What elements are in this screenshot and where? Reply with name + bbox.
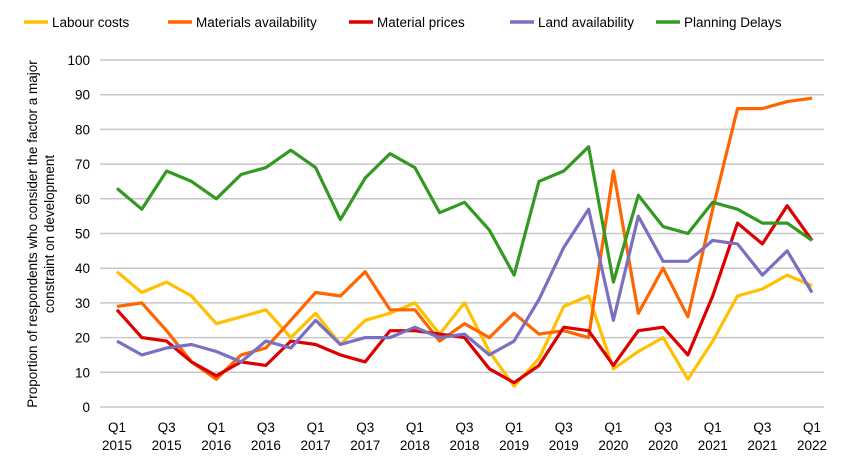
x-tick-label-quarter: Q3 xyxy=(257,420,275,435)
x-tick-label-year: 2021 xyxy=(698,438,728,453)
y-tick-label: 70 xyxy=(75,157,90,172)
y-tick-label: 90 xyxy=(75,88,90,103)
x-tick-label-year: 2016 xyxy=(201,438,231,453)
legend-label: Material prices xyxy=(377,15,465,30)
x-tick-label-quarter: Q3 xyxy=(158,420,176,435)
x-tick-label-year: 2015 xyxy=(102,438,132,453)
y-axis-label-line1: Proportion of respondents who consider t… xyxy=(25,60,40,408)
x-tick-label-year: 2019 xyxy=(549,438,579,453)
x-tick-label-year: 2016 xyxy=(251,438,281,453)
x-tick-label-year: 2019 xyxy=(499,438,529,453)
legend-label: Planning Delays xyxy=(684,15,782,30)
x-tick-label-year: 2015 xyxy=(152,438,182,453)
x-tick-label-year: 2018 xyxy=(449,438,479,453)
x-tick-label-quarter: Q3 xyxy=(654,420,672,435)
legend-label: Materials availability xyxy=(196,15,317,30)
y-tick-label: 0 xyxy=(82,400,90,415)
x-tick-label-year: 2020 xyxy=(648,438,678,453)
x-tick-label-quarter: Q3 xyxy=(753,420,771,435)
x-tick-label-year: 2021 xyxy=(747,438,777,453)
x-tick-label-quarter: Q3 xyxy=(555,420,573,435)
x-tick-label-year: 2022 xyxy=(797,438,827,453)
y-tick-label: 20 xyxy=(75,331,90,346)
y-tick-label: 100 xyxy=(67,53,90,68)
y-tick-label: 80 xyxy=(75,122,90,137)
legend-label: Land availability xyxy=(538,15,634,30)
x-tick-label-quarter: Q1 xyxy=(207,420,225,435)
y-axis-label-line2: constraint on development xyxy=(42,155,57,314)
x-tick-label-quarter: Q3 xyxy=(455,420,473,435)
x-tick-label-quarter: Q1 xyxy=(108,420,126,435)
x-tick-label-quarter: Q1 xyxy=(307,420,325,435)
x-tick-label-year: 2017 xyxy=(350,438,380,453)
x-tick-label-year: 2018 xyxy=(400,438,430,453)
x-tick-label-quarter: Q3 xyxy=(356,420,374,435)
x-tick-label-quarter: Q1 xyxy=(803,420,821,435)
x-tick-label-quarter: Q1 xyxy=(406,420,424,435)
series-line-materials-availability xyxy=(116,96,813,381)
series-line-land-availability xyxy=(116,207,814,364)
y-tick-label: 30 xyxy=(75,296,90,311)
legend-label: Labour costs xyxy=(52,15,130,30)
x-tick-label-quarter: Q1 xyxy=(604,420,622,435)
series-line-labour-costs xyxy=(115,270,813,388)
x-tick-label-quarter: Q1 xyxy=(704,420,722,435)
y-tick-label: 10 xyxy=(75,365,90,380)
y-tick-label: 50 xyxy=(75,227,90,242)
x-tick-label-quarter: Q1 xyxy=(505,420,523,435)
x-tick-label-year: 2017 xyxy=(301,438,331,453)
series-line-material-prices xyxy=(115,204,814,385)
series-line-planning-delays xyxy=(115,145,813,284)
y-axis-label: Proportion of respondents who consider t… xyxy=(25,60,57,408)
y-tick-label: 40 xyxy=(75,261,90,276)
y-tick-label: 60 xyxy=(75,192,90,207)
x-tick-label-year: 2020 xyxy=(598,438,628,453)
